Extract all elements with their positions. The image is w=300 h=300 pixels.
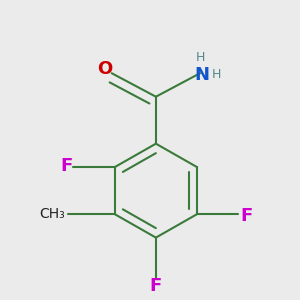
Text: H: H (212, 68, 221, 81)
Text: F: F (60, 157, 72, 175)
Text: F: F (241, 207, 253, 225)
Text: N: N (194, 66, 209, 84)
Text: F: F (150, 277, 162, 295)
Text: CH₃: CH₃ (39, 207, 64, 221)
Text: H: H (196, 51, 205, 64)
Text: O: O (97, 60, 112, 78)
